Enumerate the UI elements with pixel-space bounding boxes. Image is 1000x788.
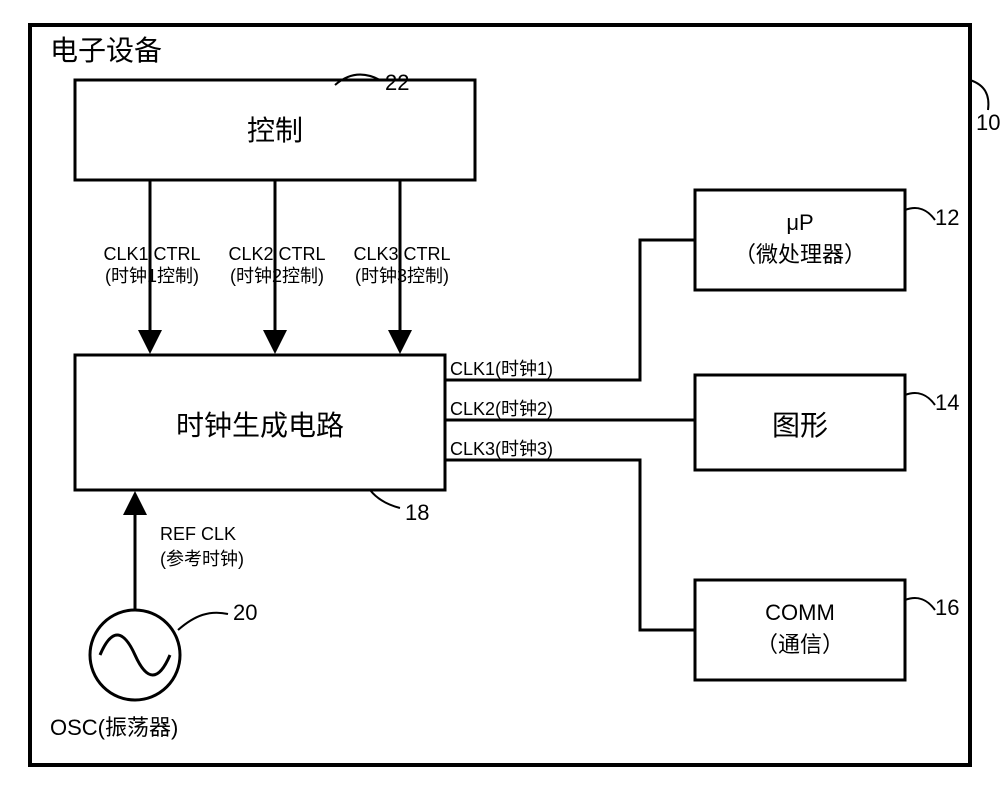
leader-12 — [905, 208, 935, 220]
clk2-ctrl-bot: (时钟2控制) — [230, 266, 324, 286]
clk3-label: CLK3(时钟3) — [450, 439, 553, 459]
gfx-label: 图形 — [772, 410, 828, 442]
refclk-bot: (参考时钟) — [160, 549, 244, 569]
comm-block — [695, 580, 905, 680]
leader-20 — [178, 613, 228, 630]
ref-14: 14 — [935, 390, 959, 415]
ref-18: 18 — [405, 500, 429, 525]
microprocessor-block — [695, 190, 905, 290]
ref-10: 10 — [976, 110, 1000, 135]
ref-12: 12 — [935, 205, 959, 230]
ref-22: 22 — [385, 70, 409, 95]
leader-10 — [970, 80, 988, 110]
comm-line1: COMM — [765, 600, 835, 625]
clk2-label: CLK2(时钟2) — [450, 399, 553, 419]
ref-16: 16 — [935, 595, 959, 620]
clk1-ctrl-top: CLK1 CTRL — [103, 244, 200, 264]
wire-clk3 — [445, 460, 695, 630]
leader-18 — [370, 490, 400, 508]
device-title: 电子设备 — [50, 35, 162, 67]
clk1-label: CLK1(时钟1) — [450, 359, 553, 379]
clockgen-label: 时钟生成电路 — [176, 410, 344, 442]
ref-20: 20 — [233, 600, 257, 625]
up-line2: （微处理器） — [734, 242, 866, 267]
clk3-ctrl-bot: (时钟3控制) — [355, 266, 449, 286]
osc-label: OSC(振荡器) — [50, 715, 178, 740]
clk2-ctrl-top: CLK2 CTRL — [228, 244, 325, 264]
clk3-ctrl-top: CLK3 CTRL — [353, 244, 450, 264]
leader-16 — [905, 598, 935, 610]
leader-14 — [905, 393, 935, 405]
clk1-ctrl-bot: (时钟1控制) — [105, 266, 199, 286]
control-label: 控制 — [247, 115, 303, 147]
comm-line2: （通信） — [756, 632, 844, 657]
block-diagram: 电子设备 10 控制 22 CLK1 CTRL (时钟1控制) CLK2 CTR… — [0, 0, 1000, 788]
up-line1: μP — [786, 210, 813, 235]
refclk-top: REF CLK — [160, 524, 236, 544]
